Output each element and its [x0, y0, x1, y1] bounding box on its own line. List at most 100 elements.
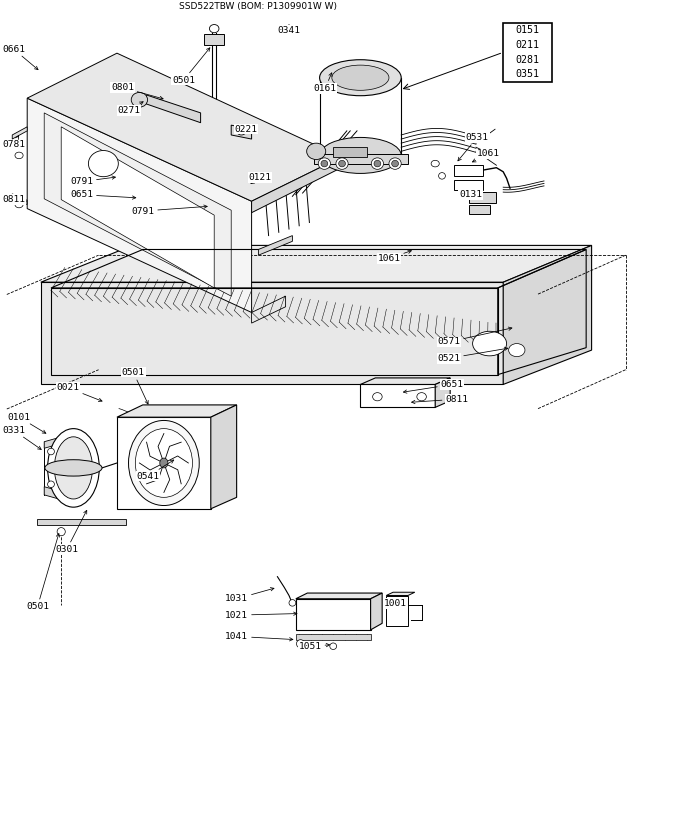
Text: 0151: 0151: [515, 25, 540, 35]
Ellipse shape: [15, 152, 23, 159]
Polygon shape: [204, 34, 224, 45]
Text: 1001: 1001: [384, 599, 407, 609]
Ellipse shape: [332, 65, 389, 90]
Text: 0811: 0811: [411, 394, 469, 404]
Polygon shape: [386, 592, 415, 596]
Polygon shape: [12, 127, 27, 139]
Ellipse shape: [237, 127, 246, 135]
Ellipse shape: [371, 158, 384, 169]
Ellipse shape: [160, 458, 168, 468]
Polygon shape: [503, 245, 592, 384]
Polygon shape: [41, 245, 592, 282]
Ellipse shape: [318, 158, 330, 169]
Text: 0281: 0281: [515, 55, 540, 65]
Ellipse shape: [320, 137, 401, 173]
Ellipse shape: [307, 143, 326, 160]
Polygon shape: [333, 147, 367, 157]
Ellipse shape: [330, 643, 337, 649]
Polygon shape: [44, 434, 73, 448]
Text: 0521: 0521: [437, 347, 508, 363]
Polygon shape: [296, 593, 382, 599]
Ellipse shape: [389, 158, 401, 169]
Text: 0501: 0501: [122, 367, 148, 404]
Ellipse shape: [417, 393, 426, 401]
Text: 0161: 0161: [313, 73, 337, 93]
Polygon shape: [231, 125, 252, 139]
Text: 0651: 0651: [70, 190, 136, 200]
Ellipse shape: [320, 60, 401, 96]
Ellipse shape: [135, 429, 192, 497]
Ellipse shape: [131, 92, 148, 107]
Polygon shape: [12, 194, 27, 204]
Polygon shape: [211, 405, 237, 509]
Ellipse shape: [88, 151, 118, 177]
Text: 0131: 0131: [459, 190, 482, 200]
Text: 1051: 1051: [299, 641, 330, 651]
Polygon shape: [61, 127, 214, 288]
Polygon shape: [258, 236, 292, 255]
Polygon shape: [469, 192, 496, 203]
Text: 0501: 0501: [172, 47, 210, 85]
Bar: [503, 23, 552, 82]
Text: 0801: 0801: [111, 83, 163, 100]
Polygon shape: [117, 417, 211, 509]
Text: 0121: 0121: [248, 173, 271, 183]
Text: 0541: 0541: [137, 460, 173, 481]
Text: 0661: 0661: [2, 44, 38, 70]
Text: 1061: 1061: [473, 149, 500, 162]
Polygon shape: [314, 154, 408, 164]
Text: 0791: 0791: [70, 176, 116, 187]
Ellipse shape: [54, 437, 92, 499]
Text: 1021: 1021: [225, 610, 297, 620]
Polygon shape: [454, 165, 483, 176]
Polygon shape: [469, 204, 490, 214]
Text: 1031: 1031: [225, 587, 274, 604]
Polygon shape: [27, 98, 252, 312]
Text: 0571: 0571: [437, 327, 512, 347]
Polygon shape: [41, 282, 503, 384]
Ellipse shape: [48, 481, 54, 488]
Ellipse shape: [339, 160, 345, 167]
Text: 0351: 0351: [515, 70, 540, 79]
Polygon shape: [360, 378, 450, 384]
Polygon shape: [252, 157, 341, 213]
Polygon shape: [252, 296, 286, 323]
Polygon shape: [117, 405, 237, 417]
Polygon shape: [27, 53, 341, 201]
Ellipse shape: [336, 158, 348, 169]
Text: 0101: 0101: [7, 412, 46, 434]
Polygon shape: [435, 378, 450, 407]
Polygon shape: [37, 519, 126, 525]
Ellipse shape: [129, 420, 199, 506]
Ellipse shape: [439, 173, 445, 179]
Ellipse shape: [48, 448, 54, 455]
Text: 0791: 0791: [131, 205, 207, 216]
Text: 1061: 1061: [377, 250, 411, 263]
Text: 0811: 0811: [2, 195, 27, 204]
Ellipse shape: [374, 160, 381, 167]
Polygon shape: [146, 95, 201, 123]
Ellipse shape: [373, 393, 382, 401]
Ellipse shape: [57, 528, 65, 536]
Polygon shape: [296, 634, 371, 640]
Ellipse shape: [392, 160, 398, 167]
Text: 0341: 0341: [277, 25, 301, 35]
Text: 0531: 0531: [458, 133, 489, 161]
Ellipse shape: [289, 600, 296, 606]
Ellipse shape: [15, 201, 23, 208]
Text: 0021: 0021: [56, 383, 102, 402]
Ellipse shape: [473, 331, 507, 356]
Text: 0781: 0781: [2, 136, 25, 150]
Text: 0211: 0211: [515, 40, 540, 50]
Text: 0501: 0501: [26, 533, 59, 612]
Polygon shape: [296, 599, 371, 630]
Ellipse shape: [209, 25, 219, 33]
Text: 0221: 0221: [235, 124, 258, 134]
Text: 0651: 0651: [403, 380, 464, 393]
Text: SSD522TBW (BOM: P1309901W W): SSD522TBW (BOM: P1309901W W): [180, 2, 337, 11]
Polygon shape: [454, 180, 483, 190]
Polygon shape: [360, 384, 435, 407]
Ellipse shape: [296, 640, 305, 648]
Polygon shape: [44, 487, 73, 503]
Polygon shape: [371, 593, 382, 630]
